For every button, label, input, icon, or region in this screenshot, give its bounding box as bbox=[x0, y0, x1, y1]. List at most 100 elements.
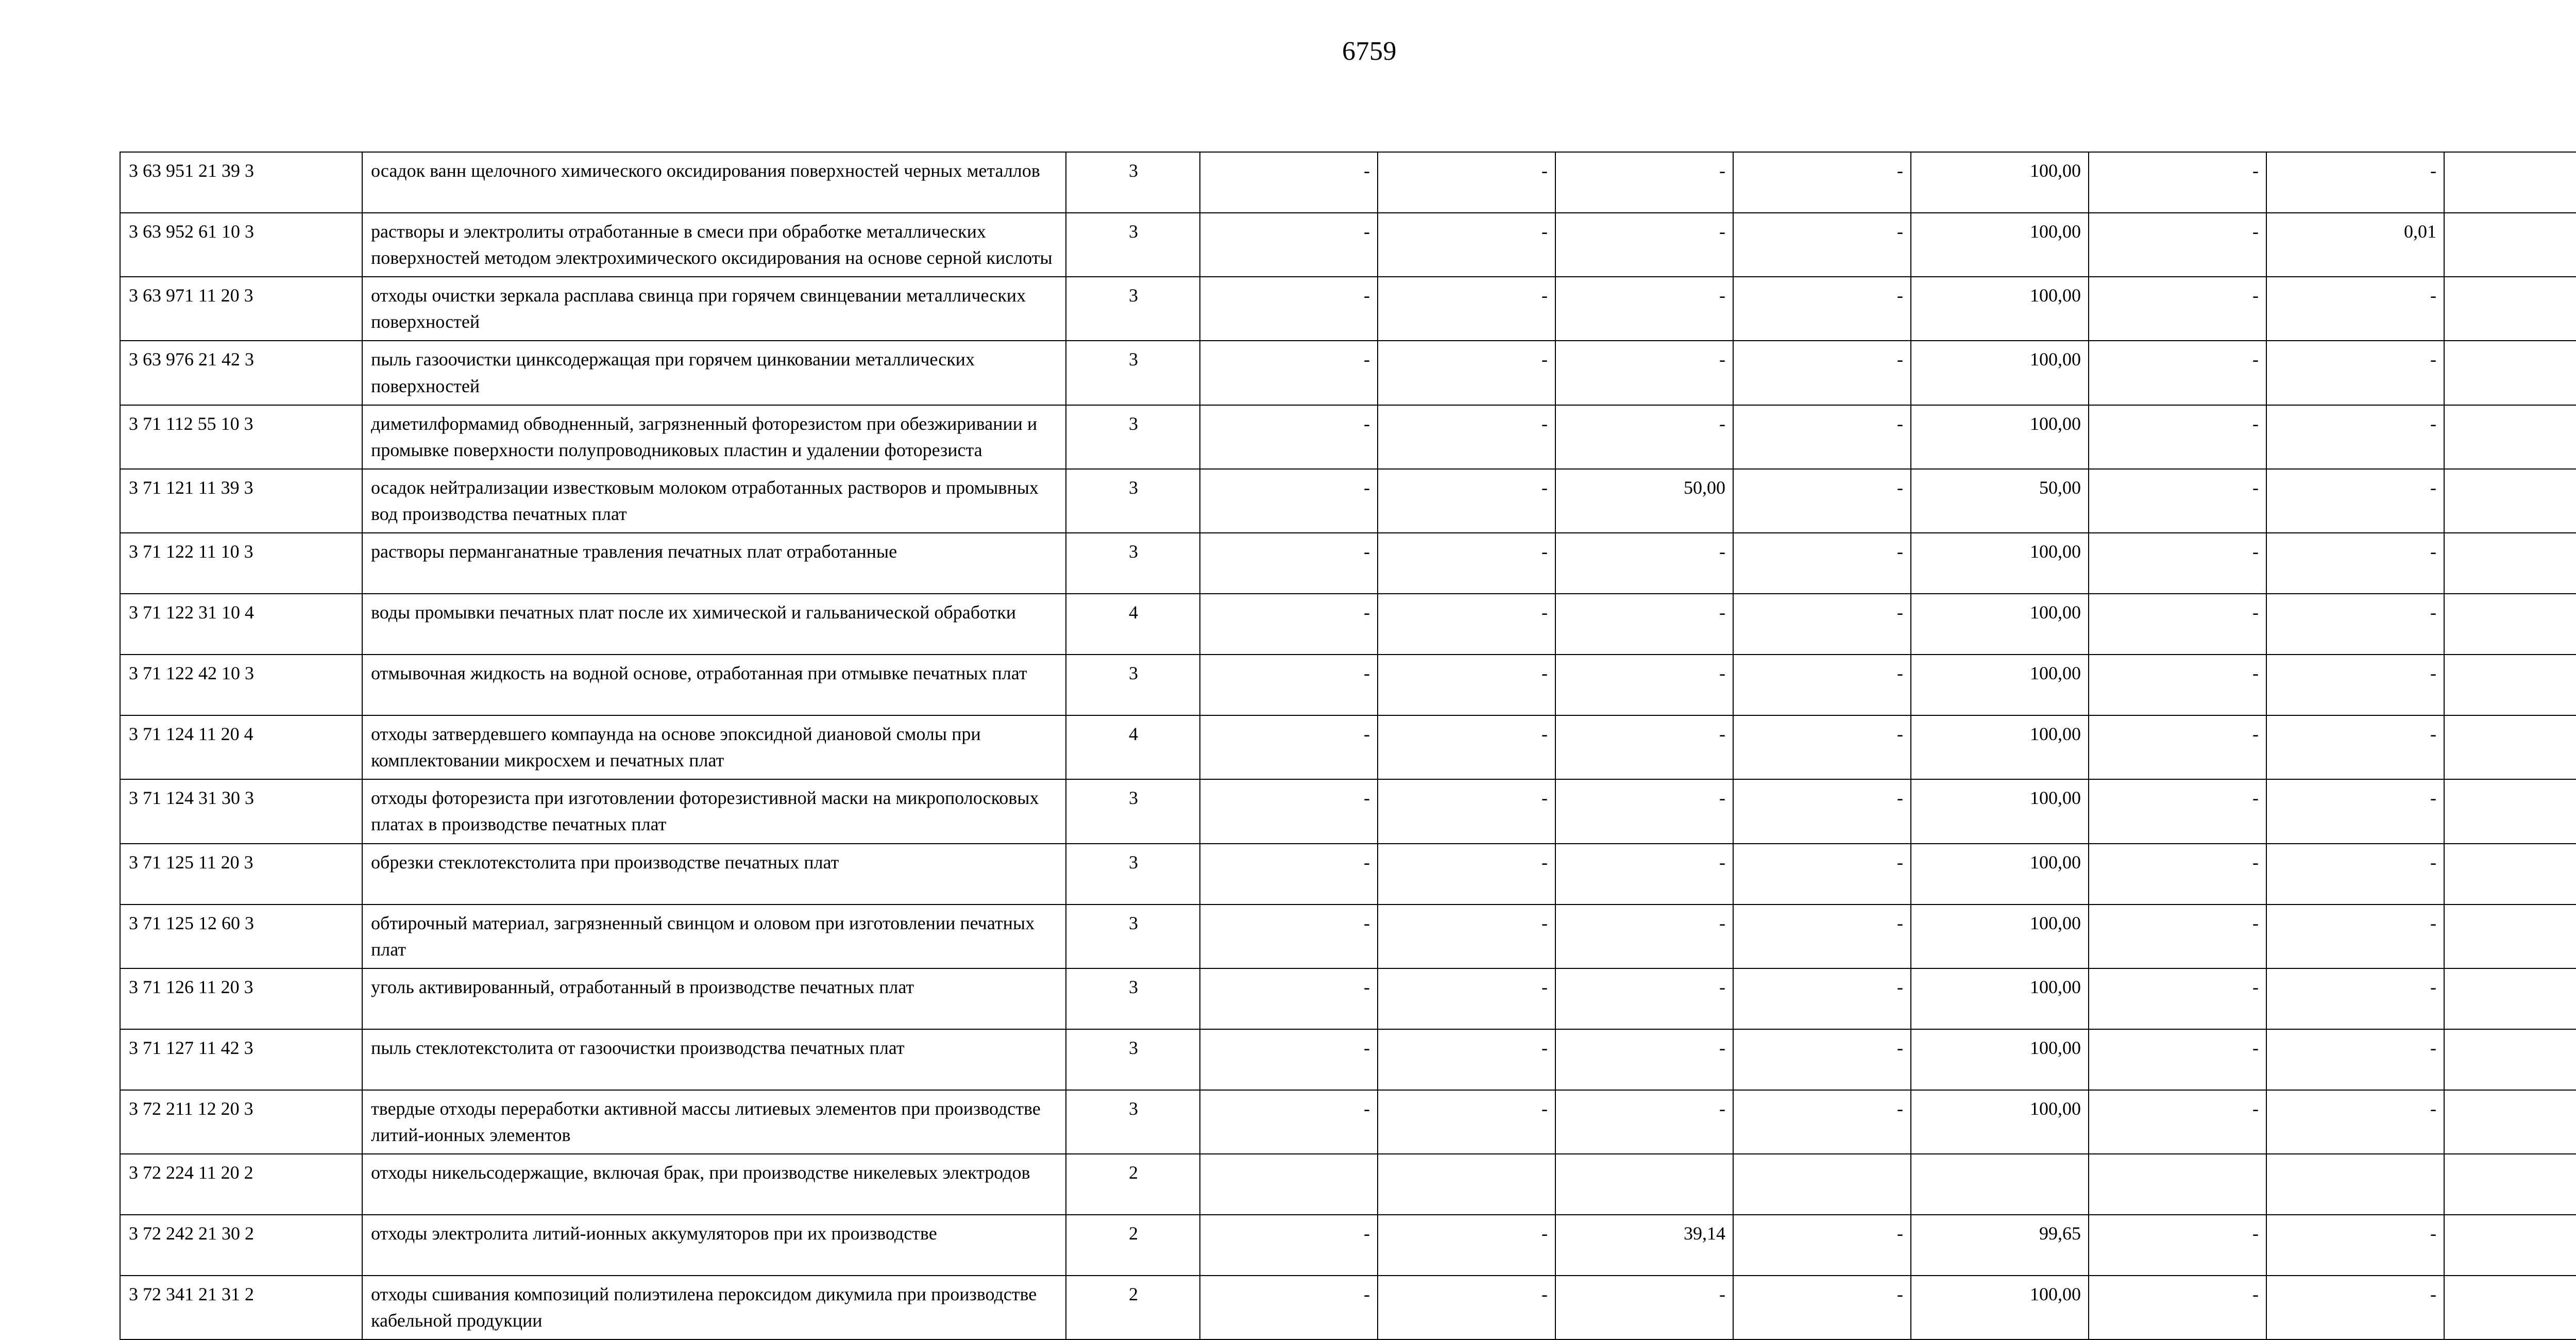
hazard-class-cell: 3 bbox=[1065, 276, 1200, 342]
value-cell-4: - bbox=[1733, 152, 1911, 213]
waste-name-cell: отходы фоторезиста при изготовлении фото… bbox=[362, 779, 1066, 844]
table-row: 3 71 121 11 39 3 осадок нейтрализации изв… bbox=[120, 468, 2576, 534]
waste-name-cell: отходы никельсодержащие, включая брак, п… bbox=[362, 1153, 1066, 1215]
value-cell-5: 100,00 bbox=[1910, 654, 2089, 716]
value-cell-5: 100,00 bbox=[1910, 212, 2089, 278]
value-cell-8: - bbox=[2444, 404, 2576, 470]
value-cell-8: - bbox=[2444, 1214, 2576, 1276]
value-cell-1: - bbox=[1199, 532, 1378, 595]
value-cell-2: - bbox=[1377, 1214, 1556, 1276]
table-row: 3 71 122 11 10 3 растворы перманганатные … bbox=[120, 532, 2576, 595]
value-cell-6: - bbox=[2088, 715, 2267, 780]
value-cell-2: - bbox=[1377, 654, 1556, 716]
table-row: 3 63 971 11 20 3 отходы очистки зеркала р… bbox=[120, 276, 2576, 342]
hazard-class-cell: 3 bbox=[1065, 152, 1200, 213]
value-cell-4: - bbox=[1733, 276, 1911, 342]
hazard-class-cell: 4 bbox=[1065, 715, 1200, 780]
value-cell-3: - bbox=[1555, 1028, 1734, 1091]
value-cell-1: - bbox=[1199, 843, 1378, 905]
hazard-class-cell: 3 bbox=[1065, 1028, 1200, 1091]
value-cell-4: - bbox=[1733, 843, 1911, 905]
value-cell-2: - bbox=[1377, 340, 1556, 406]
value-cell-2: - bbox=[1377, 1089, 1556, 1154]
waste-name-cell: отходы очистки зеркала расплава свинца п… bbox=[362, 276, 1066, 342]
hazard-class-cell: 3 bbox=[1065, 468, 1200, 534]
value-cell-1: - bbox=[1199, 1089, 1378, 1154]
value-cell-5: 100,00 bbox=[1910, 532, 2089, 595]
value-cell-3: 50,00 bbox=[1555, 468, 1734, 534]
value-cell-8: - bbox=[2444, 212, 2576, 278]
value-cell-6: - bbox=[2088, 967, 2267, 1030]
table-row: 3 71 112 55 10 3 диметилформамид обводнен… bbox=[120, 404, 2576, 470]
value-cell-5: 100,00 bbox=[1910, 715, 2089, 780]
waste-code-cell: 3 71 127 11 42 3 bbox=[120, 1028, 363, 1091]
waste-name-cell: обрезки стеклотекстолита при производств… bbox=[362, 843, 1066, 905]
value-cell-6: - bbox=[2088, 1275, 2267, 1340]
value-cell-8: - bbox=[2444, 152, 2576, 213]
table-row: 3 71 125 12 60 3 обтирочный материал, заг… bbox=[120, 903, 2576, 969]
waste-code-cell: 3 71 126 11 20 3 bbox=[120, 967, 363, 1030]
waste-name-cell: обтирочный материал, загрязненный свинцо… bbox=[362, 903, 1066, 969]
value-cell-7: - bbox=[2266, 404, 2445, 470]
value-cell-6: - bbox=[2088, 468, 2267, 534]
waste-name-cell: диметилформамид обводненный, загрязненны… bbox=[362, 404, 1066, 470]
value-cell-4: - bbox=[1733, 967, 1911, 1030]
value-cell-3: - bbox=[1555, 903, 1734, 969]
waste-name-cell: уголь активированный, отработанный в про… bbox=[362, 967, 1066, 1030]
waste-name-cell: пыль стеклотекстолита от газоочистки про… bbox=[362, 1028, 1066, 1091]
waste-name-cell: отходы затвердевшего компаунда на основе… bbox=[362, 715, 1066, 780]
value-cell-3: 39,14 bbox=[1555, 1214, 1734, 1276]
value-cell-2: - bbox=[1377, 212, 1556, 278]
hazard-class-cell: 3 bbox=[1065, 212, 1200, 278]
value-cell-7: - bbox=[2266, 1028, 2445, 1091]
table-row: 3 72 224 11 20 2 отходы никельсодержащие,… bbox=[120, 1153, 2576, 1215]
value-cell-2: - bbox=[1377, 903, 1556, 969]
value-cell-1: - bbox=[1199, 152, 1378, 213]
value-cell-3: - bbox=[1555, 1089, 1734, 1154]
value-cell-1: - bbox=[1199, 1214, 1378, 1276]
value-cell-3: - bbox=[1555, 276, 1734, 342]
value-cell-6: - bbox=[2088, 152, 2267, 213]
value-cell-8 bbox=[2444, 1153, 2576, 1215]
value-cell-4 bbox=[1733, 1153, 1911, 1215]
value-cell-5 bbox=[1910, 1153, 2089, 1215]
hazard-class-cell: 3 bbox=[1065, 779, 1200, 844]
value-cell-6: - bbox=[2088, 654, 2267, 716]
waste-code-cell: 3 72 242 21 30 2 bbox=[120, 1214, 363, 1276]
value-cell-6: - bbox=[2088, 404, 2267, 470]
waste-name-cell: растворы перманганатные травления печатн… bbox=[362, 532, 1066, 595]
waste-code-cell: 3 63 951 21 39 3 bbox=[120, 152, 363, 213]
value-cell-2: - bbox=[1377, 779, 1556, 844]
hazard-class-cell: 3 bbox=[1065, 903, 1200, 969]
hazard-class-cell: 3 bbox=[1065, 340, 1200, 406]
value-cell-7: - bbox=[2266, 276, 2445, 342]
waste-code-cell: 3 72 211 12 20 3 bbox=[120, 1089, 363, 1154]
value-cell-4: - bbox=[1733, 779, 1911, 844]
waste-code-cell: 3 71 121 11 39 3 bbox=[120, 468, 363, 534]
value-cell-8: - bbox=[2444, 967, 2576, 1030]
value-cell-7: - bbox=[2266, 843, 2445, 905]
waste-name-cell: осадок ванн щелочного химического оксиди… bbox=[362, 152, 1066, 213]
value-cell-1: - bbox=[1199, 404, 1378, 470]
hazard-class-cell: 4 bbox=[1065, 593, 1200, 656]
value-cell-7: - bbox=[2266, 715, 2445, 780]
value-cell-2: - bbox=[1377, 468, 1556, 534]
value-cell-3: - bbox=[1555, 843, 1734, 905]
hazard-class-cell: 2 bbox=[1065, 1275, 1200, 1340]
value-cell-2: - bbox=[1377, 532, 1556, 595]
hazard-class-cell: 2 bbox=[1065, 1214, 1200, 1276]
waste-code-cell: 3 63 976 21 42 3 bbox=[120, 340, 363, 406]
value-cell-2: - bbox=[1377, 843, 1556, 905]
waste-name-cell: осадок нейтрализации известковым молоком… bbox=[362, 468, 1066, 534]
value-cell-6: - bbox=[2088, 276, 2267, 342]
value-cell-4: - bbox=[1733, 404, 1911, 470]
value-cell-8: - bbox=[2444, 1028, 2576, 1091]
value-cell-8: - bbox=[2444, 468, 2576, 534]
value-cell-5: 100,00 bbox=[1910, 593, 2089, 656]
document-page: 6759 3 63 951 21 39 3 осадок ванн щелочно… bbox=[120, 38, 2576, 1340]
waste-classification-table: 3 63 951 21 39 3 осадок ванн щелочного хи… bbox=[120, 152, 2576, 1340]
value-cell-4: - bbox=[1733, 654, 1911, 716]
waste-name-cell: отмывочная жидкость на водной основе, от… bbox=[362, 654, 1066, 716]
value-cell-3: - bbox=[1555, 967, 1734, 1030]
value-cell-5: 100,00 bbox=[1910, 1028, 2089, 1091]
